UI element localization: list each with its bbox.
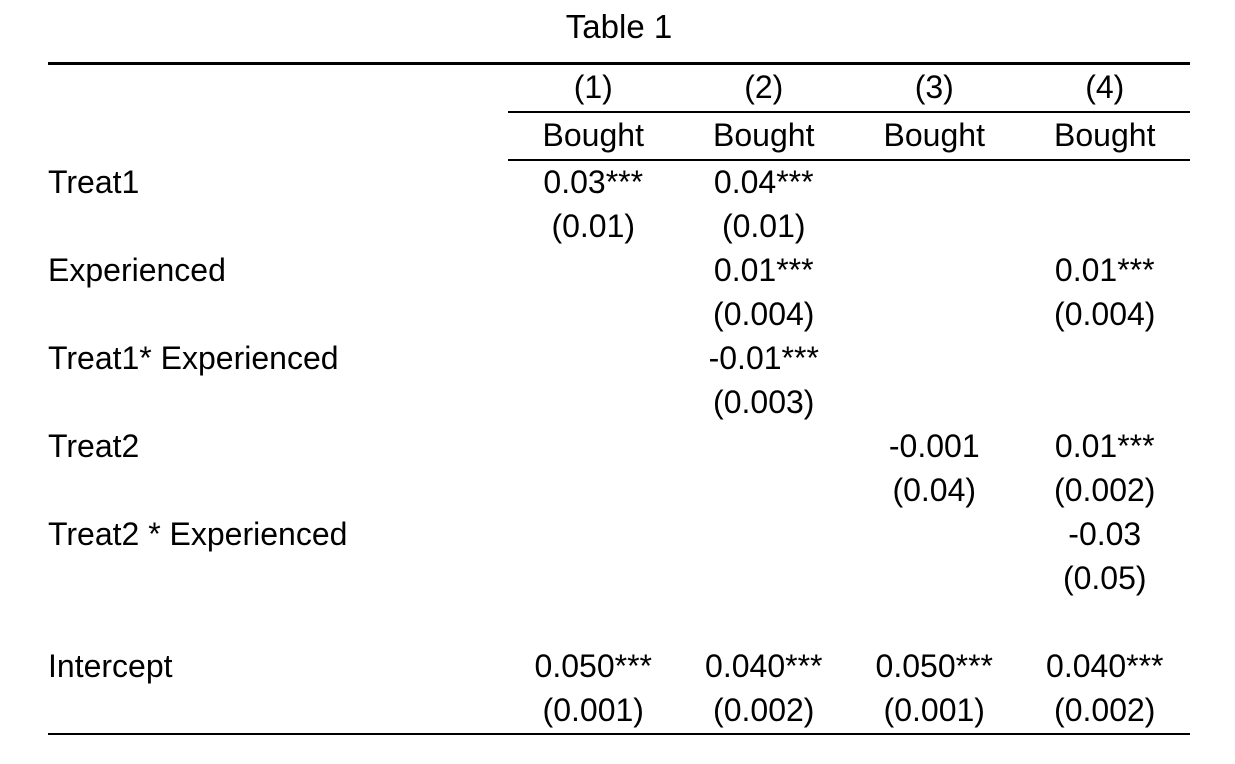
row-label bbox=[48, 381, 508, 425]
coef-cell bbox=[508, 425, 679, 469]
se-row-treat2-experienced: (0.05) bbox=[48, 557, 1190, 601]
empty-cell bbox=[1020, 601, 1191, 645]
se-cell: (0.001) bbox=[849, 689, 1020, 735]
table-title: Table 1 bbox=[565, 8, 673, 45]
se-cell: (0.01) bbox=[551, 208, 636, 245]
coef-row-treat1: Treat1 0.03*** 0.04*** bbox=[48, 160, 1190, 205]
se-row-treat1: (0.01) (0.01) bbox=[48, 205, 1190, 249]
se-cell bbox=[849, 381, 1020, 425]
coef-cell bbox=[1020, 160, 1191, 205]
se-row-experienced: (0.004) (0.004) bbox=[48, 293, 1190, 337]
coef-row-intercept: Intercept 0.050*** 0.040*** 0.050*** 0.0… bbox=[48, 645, 1190, 689]
dep-var-2: Bought bbox=[678, 112, 849, 161]
coef-cell: 0.040*** bbox=[705, 648, 823, 685]
coef-row-treat2: Treat2 -0.001 0.01*** bbox=[48, 425, 1190, 469]
coef-cell: 0.050*** bbox=[875, 648, 993, 685]
se-cell bbox=[849, 205, 1020, 249]
se-cell: (0.004) bbox=[713, 296, 815, 333]
empty-cell bbox=[849, 601, 1020, 645]
row-label bbox=[48, 293, 508, 337]
se-cell bbox=[1020, 205, 1191, 249]
coef-cell: -0.01*** bbox=[708, 340, 819, 377]
dep-var-row: Bought Bought Bought Bought bbox=[48, 112, 1190, 161]
se-cell bbox=[508, 381, 679, 425]
row-label bbox=[48, 689, 508, 735]
coef-cell bbox=[1020, 337, 1191, 381]
coef-cell bbox=[849, 513, 1020, 557]
se-cell bbox=[508, 469, 679, 513]
row-label bbox=[48, 469, 508, 513]
coef-cell: -0.001 bbox=[888, 428, 980, 465]
se-cell: (0.002) bbox=[1054, 472, 1156, 509]
row-label bbox=[48, 601, 508, 645]
dep-var-4: Bought bbox=[1019, 112, 1190, 161]
coef-cell: -0.03 bbox=[1068, 516, 1142, 553]
se-row-treat2: (0.04) (0.002) bbox=[48, 469, 1190, 513]
empty-cell bbox=[679, 601, 850, 645]
se-row-treat1-experienced: (0.003) bbox=[48, 381, 1190, 425]
header-empty-cell bbox=[48, 64, 508, 113]
se-cell: (0.05) bbox=[1062, 560, 1147, 597]
dep-var-3: Bought bbox=[849, 112, 1020, 161]
column-number-2: (2) bbox=[678, 63, 849, 113]
se-cell: (0.003) bbox=[713, 384, 815, 421]
column-number-1: (1) bbox=[508, 63, 679, 113]
se-cell: (0.002) bbox=[1019, 689, 1190, 735]
row-label: Treat2 * Experienced bbox=[48, 516, 348, 553]
se-cell: (0.004) bbox=[1054, 296, 1156, 333]
se-cell: (0.002) bbox=[678, 689, 849, 735]
se-row-intercept: (0.001) (0.002) (0.001) (0.002) bbox=[48, 689, 1190, 735]
se-cell bbox=[679, 557, 850, 601]
column-number-4: (4) bbox=[1019, 63, 1190, 113]
se-cell bbox=[849, 293, 1020, 337]
se-cell: (0.04) bbox=[892, 472, 977, 509]
row-label: Treat1 bbox=[48, 163, 140, 200]
coef-cell: 0.03*** bbox=[543, 164, 644, 201]
regression-table: (1) (2) (3) (4) Bought Bought Bought Bou… bbox=[48, 62, 1190, 735]
coef-row-treat1-experienced: Treat1* Experienced -0.01*** bbox=[48, 337, 1190, 381]
se-cell bbox=[508, 293, 679, 337]
empty-cell bbox=[508, 601, 679, 645]
table-body: Treat1 0.03*** 0.04*** (0.01) (0.01) Exp… bbox=[48, 160, 1190, 735]
coef-cell bbox=[508, 513, 679, 557]
column-number-row: (1) (2) (3) (4) bbox=[48, 63, 1190, 113]
coef-cell bbox=[849, 160, 1020, 205]
coef-cell bbox=[849, 337, 1020, 381]
row-label: Experienced bbox=[48, 252, 226, 289]
coef-cell bbox=[508, 337, 679, 381]
coef-cell bbox=[849, 249, 1020, 293]
coef-cell bbox=[679, 513, 850, 557]
spacer-row bbox=[48, 601, 1190, 645]
coef-cell bbox=[679, 425, 850, 469]
se-cell: (0.001) bbox=[508, 689, 679, 735]
se-cell bbox=[508, 557, 679, 601]
row-label: Treat1* Experienced bbox=[48, 340, 339, 377]
row-label: Treat2 bbox=[48, 428, 140, 465]
coef-cell: 0.01*** bbox=[1054, 428, 1155, 465]
row-label: Intercept bbox=[48, 648, 173, 685]
se-cell bbox=[849, 557, 1020, 601]
coef-row-experienced: Experienced 0.01*** 0.01*** bbox=[48, 249, 1190, 293]
coef-row-treat2-experienced: Treat2 * Experienced -0.03 bbox=[48, 513, 1190, 557]
coef-cell: 0.050*** bbox=[534, 648, 652, 685]
coef-cell bbox=[508, 249, 679, 293]
row-label bbox=[48, 205, 508, 249]
table-header: (1) (2) (3) (4) Bought Bought Bought Bou… bbox=[48, 63, 1190, 161]
header-empty-cell bbox=[48, 112, 508, 160]
se-cell bbox=[1020, 381, 1191, 425]
dep-var-1: Bought bbox=[508, 112, 679, 161]
se-cell: (0.01) bbox=[721, 208, 806, 245]
se-cell bbox=[679, 469, 850, 513]
row-label bbox=[48, 557, 508, 601]
coef-cell: 0.04*** bbox=[713, 164, 814, 201]
coef-cell: 0.01*** bbox=[1054, 252, 1155, 289]
coef-cell: 0.040*** bbox=[1046, 648, 1164, 685]
column-number-3: (3) bbox=[849, 63, 1020, 113]
coef-cell: 0.01*** bbox=[713, 252, 814, 289]
